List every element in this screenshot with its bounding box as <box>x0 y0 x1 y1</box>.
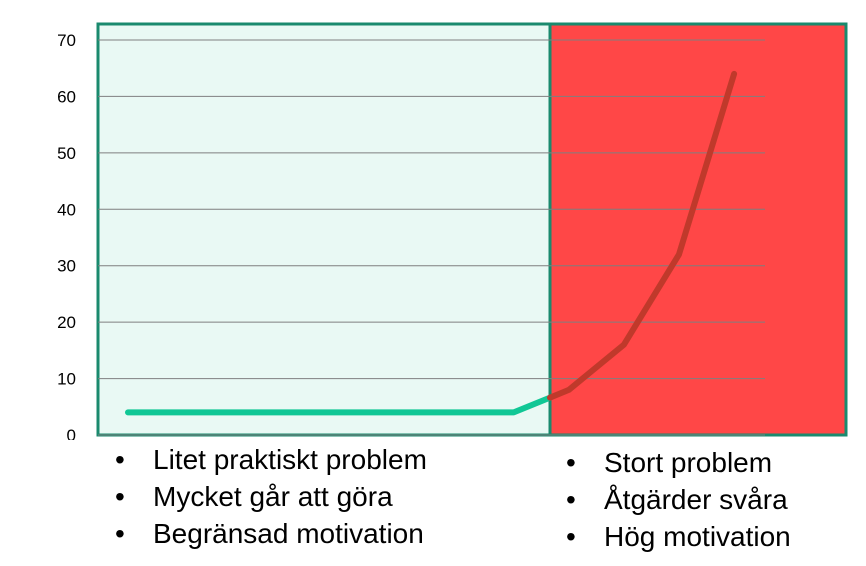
low-problem-region <box>96 22 552 437</box>
line-series-low <box>125 394 553 416</box>
left-bullet-item: Mycket går att göra <box>115 478 427 515</box>
left-bullet-list: Litet praktiskt problem Mycket går att g… <box>115 441 427 552</box>
left-bullet-item: Litet praktiskt problem <box>115 441 427 478</box>
right-bullet-item: Hög motivation <box>566 518 791 555</box>
gridlines <box>98 39 765 436</box>
chart-regions <box>96 22 848 437</box>
data-series <box>125 70 738 416</box>
left-bullet-item: Begränsad motivation <box>115 515 427 552</box>
right-bullet-list: Stort problem Åtgärder svåra Hög motivat… <box>566 444 791 555</box>
chart: 0 10 20 30 40 50 60 70 <box>57 22 848 440</box>
high-problem-region <box>548 22 848 437</box>
y-tick-label: 60 <box>57 87 76 106</box>
right-bullet-item: Åtgärder svåra <box>566 481 791 518</box>
y-axis-ticks: 0 10 20 30 40 50 60 70 <box>57 31 76 440</box>
y-tick-label: 0 <box>67 426 76 440</box>
y-tick-label: 50 <box>57 144 76 163</box>
right-bullet-item: Stort problem <box>566 444 791 481</box>
y-tick-label: 30 <box>57 257 76 276</box>
y-tick-label: 40 <box>57 200 76 219</box>
y-tick-label: 20 <box>57 313 76 332</box>
line-series-high <box>547 70 738 401</box>
y-tick-label: 70 <box>57 31 76 50</box>
y-tick-label: 10 <box>57 370 76 389</box>
